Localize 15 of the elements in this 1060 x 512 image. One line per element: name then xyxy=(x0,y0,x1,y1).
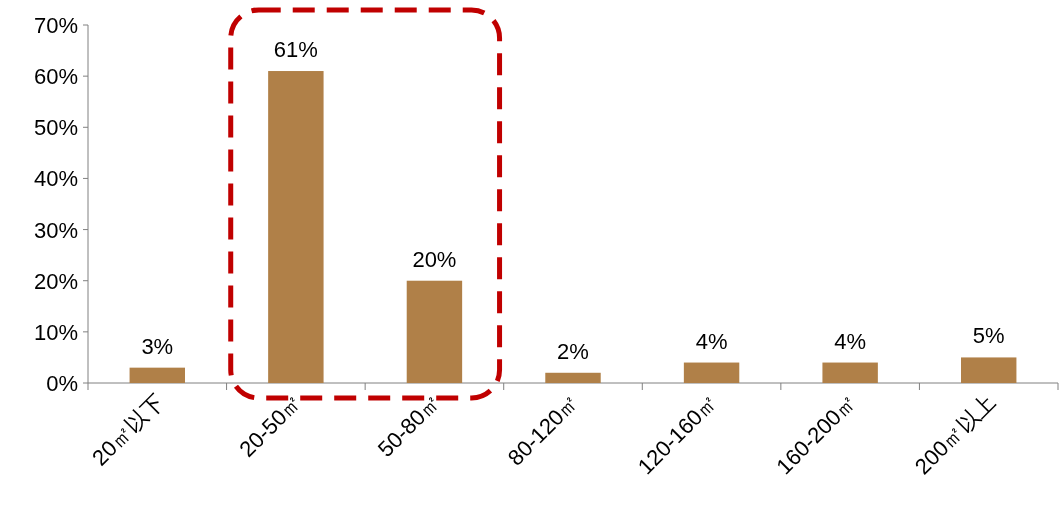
data-label: 20% xyxy=(412,246,457,272)
y-tick-label: 0% xyxy=(46,371,78,396)
data-label: 3% xyxy=(141,333,174,359)
data-label: 2% xyxy=(557,338,589,364)
data-label: 4% xyxy=(695,328,728,354)
data-label: 4% xyxy=(834,328,867,354)
y-tick-label: 30% xyxy=(33,217,78,243)
y-tick-label: 60% xyxy=(33,64,78,90)
y-tick-label: 70% xyxy=(33,13,78,38)
data-label: 61% xyxy=(273,37,318,63)
y-tick-label: 20% xyxy=(33,268,78,294)
y-tick-label: 10% xyxy=(33,319,78,345)
y-tick-label: 50% xyxy=(33,115,78,141)
data-label: 5% xyxy=(972,323,1005,349)
y-tick-label: 40% xyxy=(33,166,78,192)
